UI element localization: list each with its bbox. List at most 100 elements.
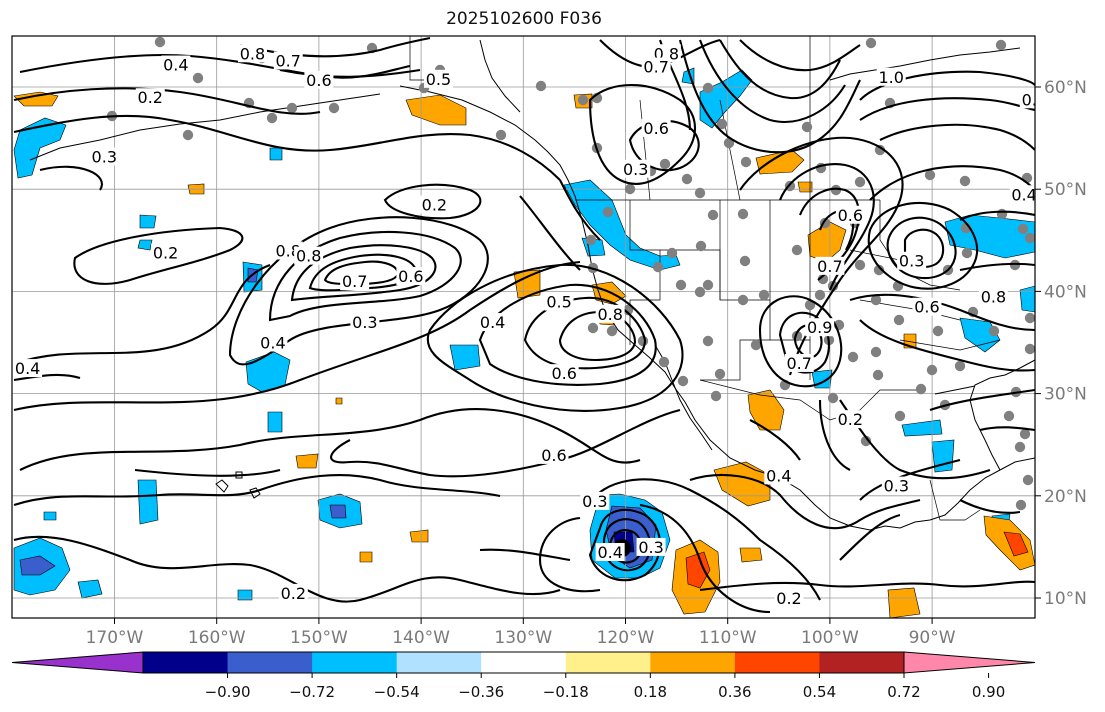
contour-label-bg <box>595 304 625 323</box>
colorbar-box <box>650 652 736 673</box>
colorbar-box <box>734 652 820 673</box>
station-dot <box>702 335 714 347</box>
station-dot <box>666 247 678 259</box>
station-dot <box>1014 441 1026 453</box>
contour-label: 0.6 <box>541 446 566 465</box>
station-dot <box>1015 499 1027 511</box>
contour-label-bg <box>151 243 181 262</box>
contour-label: 0.8 <box>1022 90 1047 109</box>
contour-label-bg <box>539 445 569 464</box>
station-dot <box>854 176 866 188</box>
station-dot <box>893 314 905 326</box>
station-dot <box>926 364 938 376</box>
contour-label-bg <box>350 313 380 332</box>
contour-label: 0.8 <box>296 247 321 266</box>
station-dot <box>739 255 751 267</box>
station-dot <box>535 80 547 92</box>
contour-label: 0.7 <box>643 58 668 77</box>
contour-label-bg <box>1019 90 1035 109</box>
station-dot <box>961 247 973 259</box>
contour-label: 0.5 <box>1062 144 1087 163</box>
station-dot <box>924 169 936 181</box>
station-dot <box>860 435 872 447</box>
lat-tick-label: 60°N <box>1044 78 1087 98</box>
station-dot <box>286 102 298 114</box>
lon-tick-label: 100°W <box>801 628 859 648</box>
contour-label-bg <box>304 70 334 89</box>
station-dot <box>1019 428 1031 440</box>
contour-label: 0.4 <box>163 56 188 75</box>
contour-label: 0.2 <box>281 584 306 603</box>
station-dot <box>737 294 749 306</box>
station-dot <box>585 234 597 246</box>
station-dot <box>758 289 770 301</box>
station-dot <box>1021 172 1033 184</box>
colorbar-tick-label: −0.18 <box>543 683 589 701</box>
station-dot <box>182 129 194 141</box>
contour-label-bg <box>273 51 303 70</box>
colorbar-extend-low <box>11 651 144 674</box>
contour-label-bg <box>897 251 927 270</box>
colorbar-box <box>227 652 313 673</box>
lon-tick-label: 120°W <box>597 628 655 648</box>
station-dot <box>801 121 813 133</box>
contour-label: 0.8 <box>981 288 1006 307</box>
contour-label: 0.8 <box>597 305 622 324</box>
station-dot <box>658 356 670 368</box>
contour-label-bg <box>881 476 911 495</box>
contour-label: 0.4 <box>597 543 622 562</box>
station-dot <box>1017 223 1029 235</box>
contour-labels: 0.8 0.70.40.60.20.30.50.80.71.00.80.50.40… <box>13 44 1087 608</box>
contour-label-bg <box>912 297 942 316</box>
station-dot <box>870 294 882 306</box>
contour-label: 0.5 <box>546 293 571 312</box>
contour-label: 0.2 <box>422 196 447 215</box>
station-dot <box>954 360 966 372</box>
contour-label-bg <box>237 44 267 63</box>
station-dot <box>695 240 707 252</box>
contour-label-bg <box>641 57 671 76</box>
station-dot <box>1024 312 1035 324</box>
station-dot <box>549 23 559 33</box>
station-dot <box>1024 343 1035 355</box>
station-dot <box>750 339 762 351</box>
contour-label: 0.6 <box>551 364 576 383</box>
station-dot <box>577 94 589 106</box>
contour-label-bg <box>396 267 426 286</box>
station-dot <box>702 279 714 291</box>
station-dot <box>959 175 971 187</box>
contour-label-bg <box>595 543 625 562</box>
coastlines <box>29 39 1035 531</box>
lat-tick-label: 30°N <box>1044 385 1087 405</box>
contour-label-bg <box>835 410 865 429</box>
colorbar-box <box>819 652 905 673</box>
station-dot <box>694 187 706 199</box>
station-dot <box>827 392 839 404</box>
lat-tick-label: 10°N <box>1044 589 1087 609</box>
contour-label-bg <box>544 292 574 311</box>
contour-label-bg <box>478 313 508 332</box>
station-dot <box>1009 259 1021 271</box>
contour-label-bg <box>89 147 119 166</box>
station-dot <box>988 325 1000 337</box>
colorbar-extend-high <box>903 651 1036 674</box>
lon-tick-label: 160°W <box>188 628 246 648</box>
latitude-axis: 60°N 50°N 40°N 30°N 20°N 10°N <box>1035 78 1087 609</box>
lon-tick-label: 110°W <box>699 628 757 648</box>
lon-tick-label: 170°W <box>86 628 144 648</box>
station-dot <box>192 72 204 84</box>
contour-lines <box>13 36 1035 614</box>
contour-label: 0.7 <box>276 51 301 70</box>
contour-label-bg <box>135 88 165 107</box>
station-dot <box>702 82 714 94</box>
contour-label: 0.9 <box>807 318 832 337</box>
station-dot <box>737 208 749 220</box>
contour-label: 0.7 <box>787 354 812 373</box>
station-dot <box>791 244 803 256</box>
colorbar-box <box>143 652 229 673</box>
station-dot <box>622 304 634 316</box>
contour-label-bg <box>258 333 288 352</box>
contour-label-bg <box>340 272 370 291</box>
lat-tick-label: 50°N <box>1044 180 1087 200</box>
contour-label: 0.2 <box>838 410 863 429</box>
